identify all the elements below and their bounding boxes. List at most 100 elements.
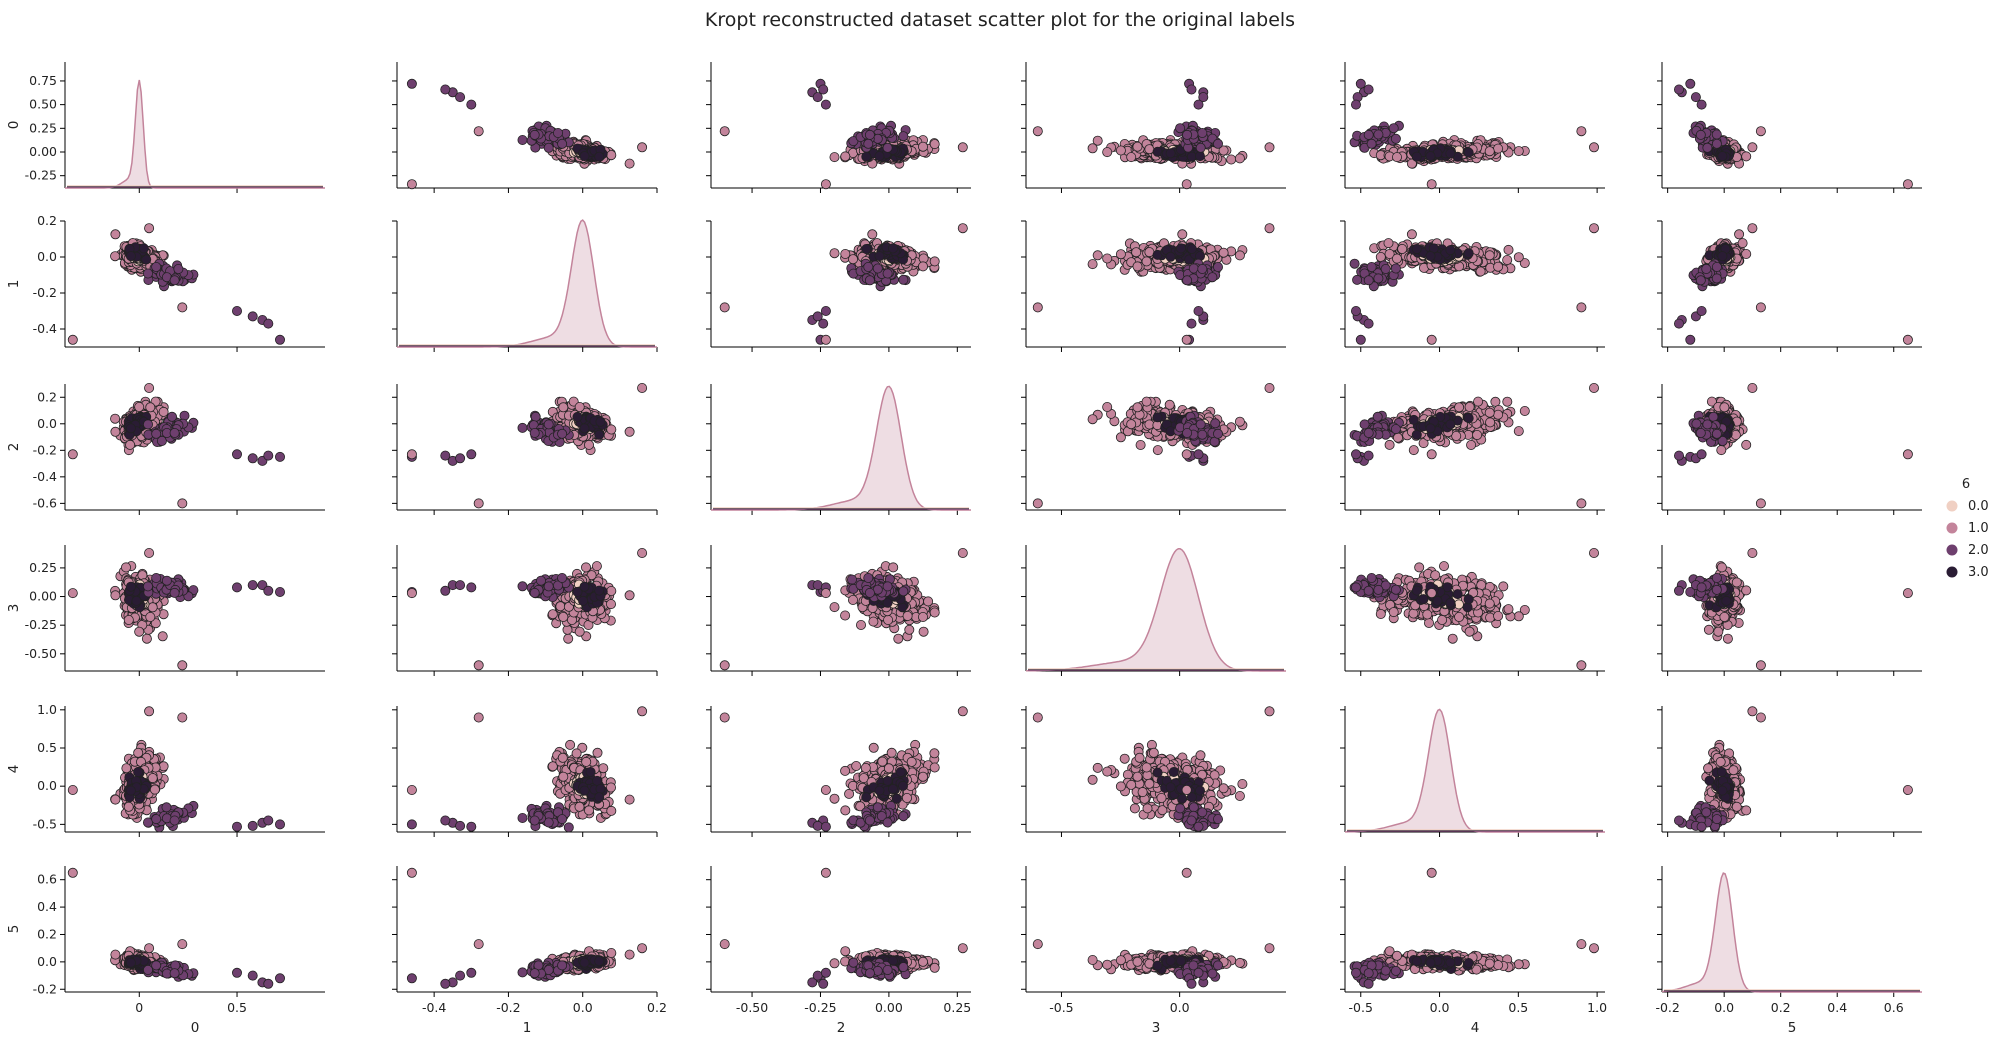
- point-class-1-0: [1755, 126, 1766, 137]
- point-class-1-0: [929, 139, 940, 150]
- point-class-1-0: [1406, 229, 1417, 240]
- point-class-3-0: [579, 151, 590, 162]
- point-class-2-0: [1373, 129, 1384, 140]
- point-class-1-0: [1397, 243, 1408, 254]
- point-class-2-0: [882, 268, 893, 279]
- point-class-1-0: [1102, 253, 1113, 264]
- point-class-1-0: [719, 302, 730, 313]
- point-class-3-0: [1195, 151, 1206, 162]
- point-class-2-0: [812, 311, 823, 322]
- point-class-1-0: [829, 152, 840, 163]
- point-class-2-0: [1193, 99, 1204, 110]
- point-class-3-0: [888, 243, 899, 254]
- point-class-2-0: [1363, 275, 1374, 286]
- point-class-1-0: [1102, 147, 1113, 158]
- point-class-1-0: [67, 334, 78, 345]
- point-class-3-0: [861, 151, 872, 162]
- point-class-1-0: [1902, 179, 1913, 190]
- point-class-3-0: [861, 243, 872, 254]
- point-class-2-0: [151, 261, 162, 272]
- point-class-2-0: [1186, 84, 1197, 95]
- point-class-3-0: [594, 151, 605, 162]
- y-tick-label: 0.0: [37, 249, 57, 264]
- point-class-1-0: [1747, 142, 1758, 153]
- point-class-2-0: [1351, 305, 1362, 316]
- subplot-r1-c1: [392, 219, 658, 352]
- point-class-2-0: [1213, 138, 1224, 149]
- point-class-3-0: [138, 243, 149, 254]
- point-class-3-0: [1411, 151, 1422, 162]
- point-class-1-0: [1131, 247, 1142, 258]
- point-class-3-0: [1717, 151, 1728, 162]
- point-class-1-0: [957, 223, 968, 234]
- point-class-1-0: [820, 334, 831, 345]
- point-class-2-0: [898, 274, 909, 285]
- point-class-2-0: [1182, 129, 1193, 140]
- point-class-1-0: [957, 142, 968, 153]
- point-class-3-0: [1165, 148, 1176, 159]
- point-class-1-0: [1493, 261, 1504, 272]
- scatter-points: [67, 223, 285, 345]
- point-class-2-0: [274, 334, 285, 345]
- scatter-points: [1674, 223, 1913, 345]
- point-class-2-0: [247, 311, 258, 322]
- point-class-1-0: [1589, 142, 1600, 153]
- point-class-2-0: [466, 99, 477, 110]
- point-class-2-0: [517, 134, 528, 145]
- point-class-3-0: [1445, 245, 1456, 256]
- point-class-1-0: [1576, 302, 1587, 313]
- point-class-2-0: [812, 92, 823, 103]
- scatter-points: [1032, 223, 1275, 345]
- point-class-2-0: [1366, 261, 1377, 272]
- point-class-1-0: [1513, 146, 1524, 157]
- scatter-points: [1674, 78, 1913, 190]
- point-class-3-0: [874, 151, 885, 162]
- point-class-1-0: [473, 126, 484, 137]
- point-class-2-0: [1685, 78, 1696, 89]
- point-class-1-0: [1087, 143, 1098, 154]
- point-class-1-0: [177, 302, 188, 313]
- point-class-2-0: [882, 142, 893, 153]
- point-class-2-0: [1390, 133, 1401, 144]
- scatter-points: [1349, 223, 1600, 345]
- point-class-1-0: [1181, 334, 1192, 345]
- point-class-2-0: [169, 275, 180, 286]
- point-class-1-0: [1513, 252, 1524, 263]
- y-tick-label: 0.75: [29, 73, 57, 88]
- point-class-1-0: [1032, 302, 1043, 313]
- point-class-2-0: [898, 131, 909, 142]
- point-class-2-0: [864, 129, 875, 140]
- subplot-r0-c2: [706, 62, 971, 193]
- point-class-1-0: [1092, 250, 1103, 261]
- scatter-points: [406, 78, 648, 190]
- point-class-1-0: [1383, 238, 1394, 249]
- point-class-2-0: [864, 275, 875, 286]
- point-class-1-0: [1181, 179, 1192, 190]
- point-class-2-0: [1349, 258, 1360, 269]
- point-class-1-0: [1177, 229, 1188, 240]
- point-class-1-0: [1115, 145, 1126, 156]
- point-class-2-0: [557, 138, 568, 149]
- point-class-2-0: [1674, 84, 1685, 95]
- point-class-1-0: [1503, 244, 1514, 255]
- point-class-3-0: [1463, 147, 1474, 158]
- point-class-2-0: [1711, 129, 1722, 140]
- y-axis-label: 0: [6, 121, 22, 130]
- point-class-1-0: [110, 251, 121, 262]
- point-class-3-0: [1425, 151, 1436, 162]
- scatter-points: [719, 223, 968, 345]
- point-class-1-0: [1087, 259, 1098, 270]
- point-class-3-0: [1445, 148, 1456, 159]
- point-class-2-0: [455, 92, 466, 103]
- point-class-3-0: [1186, 243, 1197, 254]
- point-class-1-0: [1132, 141, 1143, 152]
- point-class-2-0: [1355, 78, 1366, 89]
- point-class-2-0: [1373, 273, 1384, 284]
- point-class-1-0: [1375, 251, 1386, 262]
- y-tick-label: 0.50: [29, 97, 57, 112]
- point-class-2-0: [1186, 318, 1197, 329]
- point-class-1-0: [1264, 223, 1275, 234]
- point-class-1-0: [1115, 249, 1126, 260]
- point-class-1-0: [1484, 250, 1495, 261]
